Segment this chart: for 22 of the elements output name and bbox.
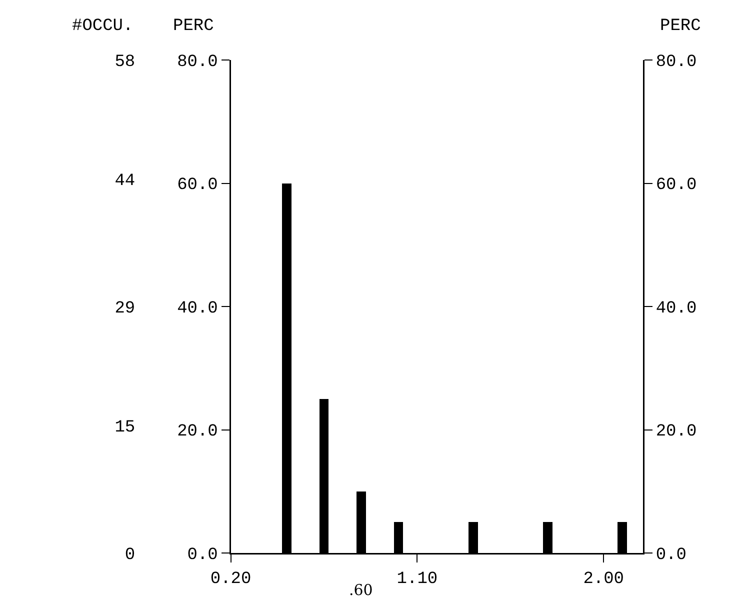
y-tick-label: 40.0 [177,299,218,318]
y3-tick-label: 0.0 [656,546,686,565]
x-tick-label: 0.20 [210,570,252,589]
y-tick-label: 0.0 [187,546,218,565]
y-axis-title: PERC [173,17,214,36]
y3-tick-label: 20.0 [656,422,697,442]
y3-tick-label: 40.0 [656,299,697,318]
y3-tick-label: 60.0 [656,176,697,196]
y3-tick-label: 80.0 [656,52,697,72]
y2-tick-label: 0 [124,546,136,565]
y2-tick-label: 29 [114,299,136,318]
y-tick-label: 60.0 [177,176,218,196]
x-tick-label: 1.10 [396,570,438,589]
y-tick-label: 80.0 [177,52,218,72]
text: .60 [349,581,373,599]
y2-tick-label: 15 [114,418,136,438]
y3-axis-title: PERC [660,17,701,36]
y2-tick-label: 44 [114,172,136,191]
y2-axis-title: #OCCU. [72,17,134,36]
x-tick-label: 2.00 [583,570,624,589]
y2-tick-label: 58 [114,52,136,72]
y-tick-label: 20.0 [177,422,218,442]
